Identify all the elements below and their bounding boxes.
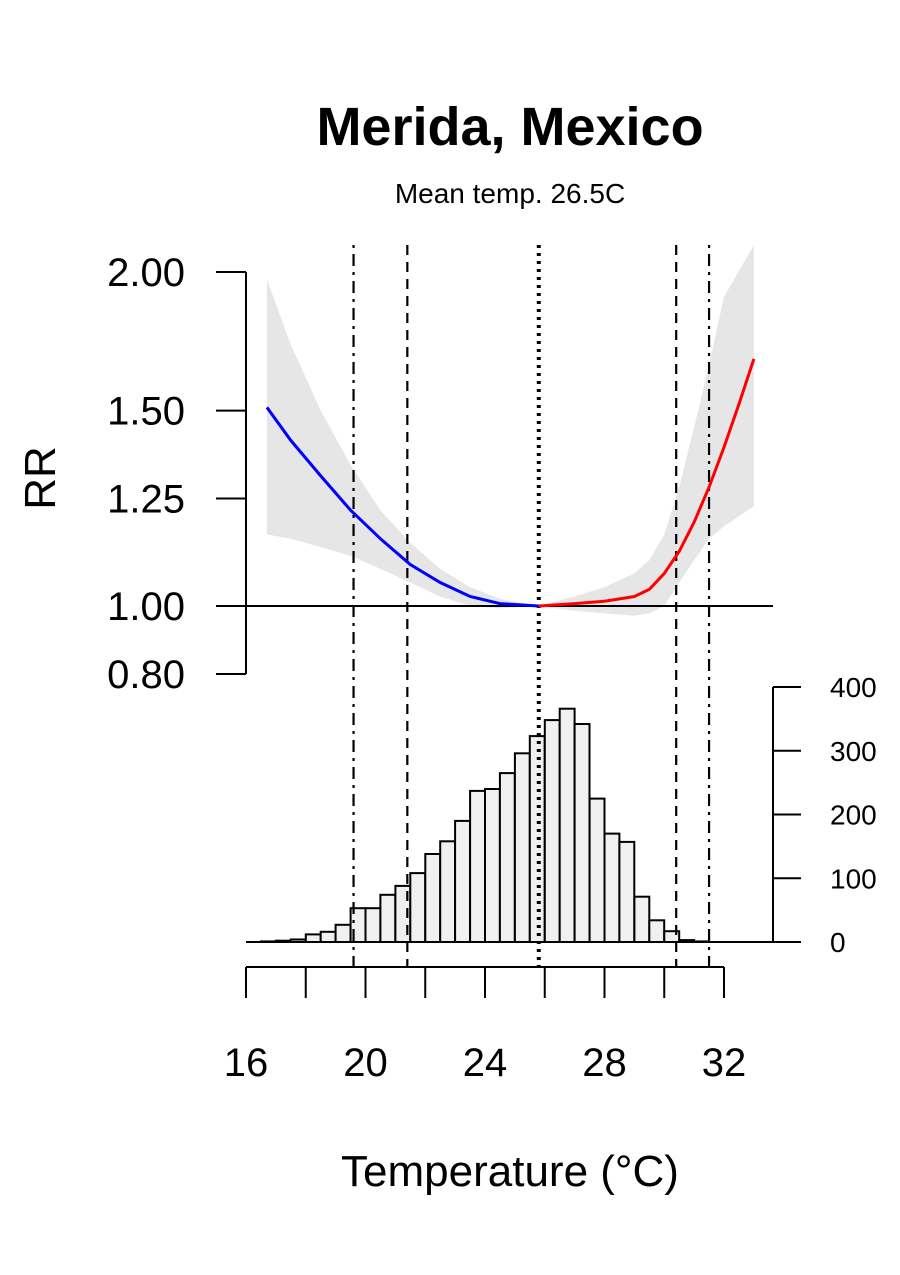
count-tick-label: 300	[830, 736, 877, 767]
histogram-bar	[334, 923, 352, 943]
chart-subtitle: Mean temp. 26.5C	[395, 178, 625, 209]
x-axis-label: Temperature (°C)	[341, 1147, 679, 1196]
histogram-bar	[498, 772, 516, 943]
x-tick-label: 28	[582, 1041, 627, 1085]
count-tick-label: 100	[830, 863, 877, 894]
count-tick-label: 0	[830, 927, 846, 958]
histogram-bar	[409, 872, 427, 943]
histogram-bar	[573, 723, 591, 943]
histogram-bar	[439, 840, 457, 943]
rr-tick-label: 1.00	[107, 585, 185, 629]
rr-tick-label: 1.25	[107, 477, 185, 521]
histogram-bar	[319, 930, 337, 943]
histogram-bar	[588, 797, 606, 943]
histogram-bar	[364, 907, 382, 944]
x-tick-label: 20	[343, 1041, 388, 1085]
cold-rr-curve	[265, 406, 539, 608]
histogram-bar	[633, 895, 651, 944]
histogram-bar	[469, 789, 487, 944]
histogram-bar	[603, 832, 621, 943]
rr-tick-label: 0.80	[107, 653, 185, 697]
count-tick-label: 400	[830, 672, 877, 703]
y-axis-label: RR	[16, 446, 65, 510]
x-tick-label: 24	[463, 1041, 508, 1085]
histogram-bar	[558, 707, 576, 944]
histogram-bar	[379, 893, 397, 943]
rr-tick-label: 2.00	[107, 251, 185, 295]
histogram-bar	[424, 853, 442, 943]
x-tick-label: 16	[224, 1041, 269, 1085]
heat-rr-curve	[538, 358, 756, 608]
x-tick-label: 32	[702, 1041, 747, 1085]
rr-tick-label: 1.50	[107, 390, 185, 434]
histogram-bar	[513, 752, 531, 943]
plot-layer: 0.80 1.00 1.25 1.50 2.00 0 100 200 300 400 16 20 24 2…	[107, 245, 877, 1085]
chart-title: Merida, Mexico	[316, 97, 703, 157]
histogram-bar	[304, 933, 322, 944]
histogram-bar	[648, 919, 666, 943]
histogram-bar	[618, 840, 636, 944]
histogram-bar	[484, 788, 501, 943]
count-tick-label: 200	[830, 800, 877, 831]
histogram-bar	[543, 719, 561, 943]
confidence-band	[266, 245, 754, 616]
histogram-bar	[454, 819, 472, 944]
